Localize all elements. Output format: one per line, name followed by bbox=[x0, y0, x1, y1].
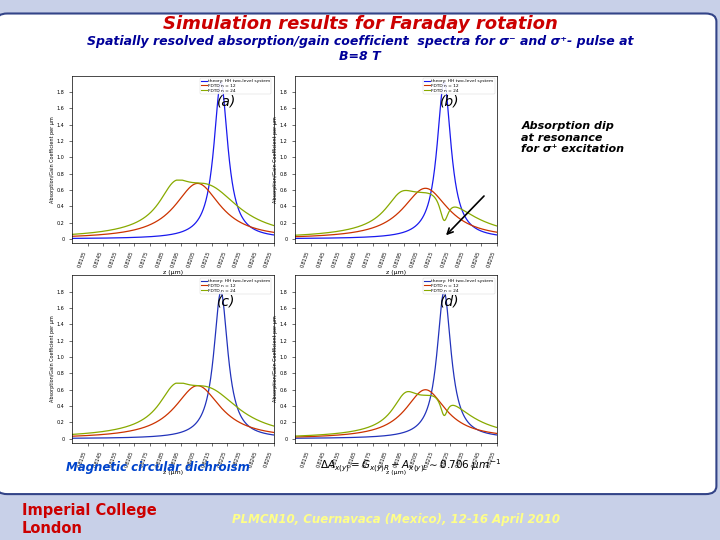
Y-axis label: Absorption/Gain Coefficient per μm: Absorption/Gain Coefficient per μm bbox=[274, 316, 279, 402]
X-axis label: z (μm): z (μm) bbox=[163, 270, 183, 275]
Legend: theory: HH two-level system, FDTD n = 12, FDTD n = 24: theory: HH two-level system, FDTD n = 12… bbox=[423, 78, 495, 94]
Text: Absorption dip
at resonance
for σ⁺ excitation: Absorption dip at resonance for σ⁺ excit… bbox=[521, 121, 624, 154]
Y-axis label: Absorption/Gain Coefficient per μm: Absorption/Gain Coefficient per μm bbox=[50, 116, 55, 202]
Text: (d): (d) bbox=[441, 294, 460, 308]
X-axis label: z (μm): z (μm) bbox=[386, 470, 406, 475]
X-axis label: z (μm): z (μm) bbox=[163, 470, 183, 475]
Text: Simulation results for Faraday rotation: Simulation results for Faraday rotation bbox=[163, 15, 557, 33]
Text: London: London bbox=[22, 521, 83, 536]
Text: Magnetic circular dichroism: Magnetic circular dichroism bbox=[66, 461, 251, 474]
Y-axis label: Absorption/Gain Coefficient per μm: Absorption/Gain Coefficient per μm bbox=[50, 316, 55, 402]
Text: B=8 T: B=8 T bbox=[339, 50, 381, 63]
X-axis label: z (μm): z (μm) bbox=[386, 270, 406, 275]
Text: PLMCN10, Cuernavaca (Mexico), 12-16 April 2010: PLMCN10, Cuernavaca (Mexico), 12-16 Apri… bbox=[232, 513, 560, 526]
Text: Spatially resolved absorption/gain coefficient  spectra for σ⁻ and σ⁺- pulse at: Spatially resolved absorption/gain coeff… bbox=[86, 35, 634, 48]
Text: Imperial College: Imperial College bbox=[22, 503, 156, 518]
Y-axis label: Absorption/Gain Coefficient per μm: Absorption/Gain Coefficient per μm bbox=[274, 116, 279, 202]
Legend: theory: HH two-level system, FDTD n = 12, FDTD n = 24: theory: HH two-level system, FDTD n = 12… bbox=[200, 278, 271, 294]
Text: (c): (c) bbox=[217, 294, 235, 308]
Legend: theory: HH two-level system, FDTD n = 12, FDTD n = 24: theory: HH two-level system, FDTD n = 12… bbox=[200, 78, 271, 94]
Legend: theory: HH two-level system, FDTD n = 12, FDTD n = 24: theory: HH two-level system, FDTD n = 12… bbox=[423, 278, 495, 294]
Text: $\Delta A_{x(y)} = G_{x(y)R} - A_{x(y)L} \sim 0.706\ \mu m^{-1}$: $\Delta A_{x(y)} = G_{x(y)R} - A_{x(y)L}… bbox=[320, 458, 501, 475]
Text: (a): (a) bbox=[217, 94, 236, 109]
Text: (b): (b) bbox=[441, 94, 460, 109]
